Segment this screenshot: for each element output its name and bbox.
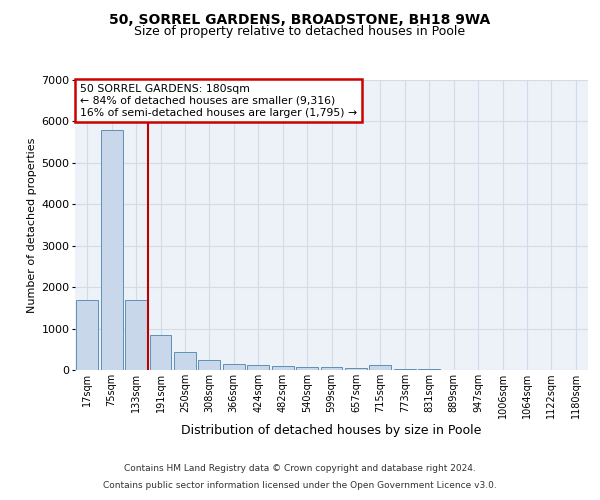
Bar xyxy=(76,300,98,370)
Text: Contains public sector information licensed under the Open Government Licence v3: Contains public sector information licen… xyxy=(103,481,497,490)
Bar xyxy=(296,367,318,370)
Bar xyxy=(223,364,245,370)
Bar xyxy=(247,366,269,370)
Y-axis label: Number of detached properties: Number of detached properties xyxy=(27,138,37,312)
Bar xyxy=(345,368,367,370)
Bar xyxy=(125,300,147,370)
Bar xyxy=(174,352,196,370)
Text: Size of property relative to detached houses in Poole: Size of property relative to detached ho… xyxy=(134,25,466,38)
Bar xyxy=(272,366,293,370)
X-axis label: Distribution of detached houses by size in Poole: Distribution of detached houses by size … xyxy=(181,424,482,437)
Bar xyxy=(394,369,416,370)
Bar xyxy=(101,130,122,370)
Bar xyxy=(320,368,343,370)
Text: 50, SORREL GARDENS, BROADSTONE, BH18 9WA: 50, SORREL GARDENS, BROADSTONE, BH18 9WA xyxy=(109,12,491,26)
Text: Contains HM Land Registry data © Crown copyright and database right 2024.: Contains HM Land Registry data © Crown c… xyxy=(124,464,476,473)
Bar xyxy=(370,365,391,370)
Text: 50 SORREL GARDENS: 180sqm
← 84% of detached houses are smaller (9,316)
16% of se: 50 SORREL GARDENS: 180sqm ← 84% of detac… xyxy=(80,84,357,117)
Bar xyxy=(149,335,172,370)
Bar xyxy=(199,360,220,370)
